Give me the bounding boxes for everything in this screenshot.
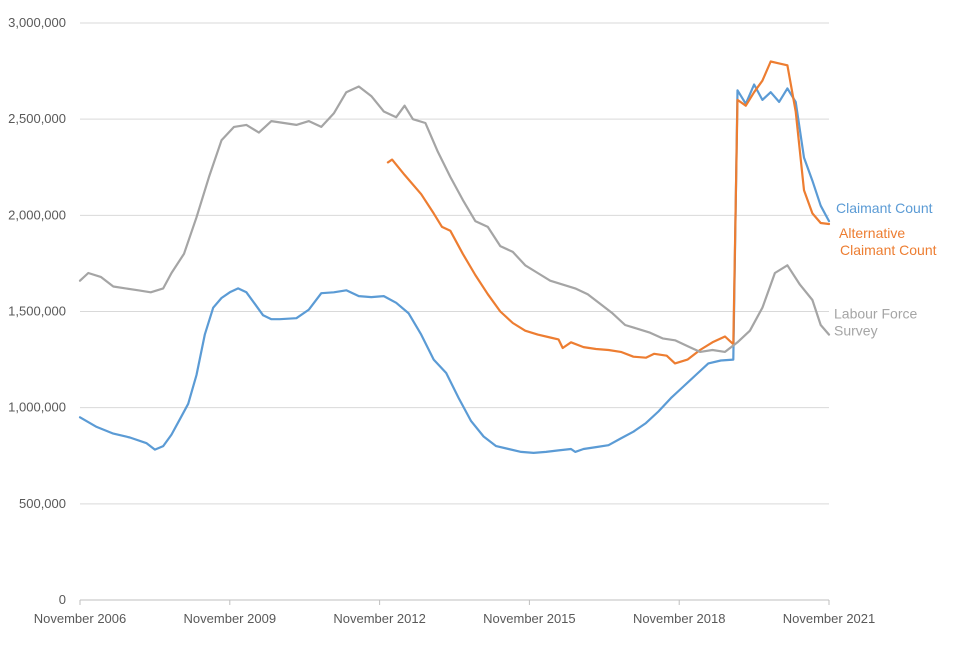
y-tick-label: 0 [59, 592, 66, 607]
x-tick-label: November 2012 [333, 611, 426, 626]
series-label-alternative-claimant-count: Alternative Claimant Count [839, 225, 937, 258]
series-label-labour-force-survey: Labour Force Survey [834, 306, 917, 339]
series-line-alternative-claimant-count [386, 60, 831, 365]
series-label-claimant-count: Claimant Count [836, 200, 933, 216]
x-tick-label: November 2009 [184, 611, 277, 626]
y-tick-label: 3,000,000 [8, 15, 66, 30]
axes: 0 500,000 1,000,000 1,500,000 2,000,000 2,500… [8, 15, 875, 626]
x-tick-label: November 2006 [34, 611, 127, 626]
x-tick-label: November 2018 [633, 611, 726, 626]
x-tick-label: November 2021 [783, 611, 876, 626]
y-tick-label: 500,000 [19, 496, 66, 511]
y-tick-label: 2,000,000 [8, 207, 66, 222]
series-lines [78, 60, 831, 454]
series-labels: Claimant Count Alternative Claimant Count L… [834, 200, 937, 338]
y-tick-label: 2,500,000 [8, 111, 66, 126]
series-line-labour-force-survey [78, 85, 831, 353]
series-line-claimant-count [78, 83, 831, 454]
gridlines [80, 22, 829, 505]
x-tick-label: November 2015 [483, 611, 576, 626]
y-tick-label: 1,500,000 [8, 304, 66, 319]
y-tick-label: 1,000,000 [8, 400, 66, 415]
